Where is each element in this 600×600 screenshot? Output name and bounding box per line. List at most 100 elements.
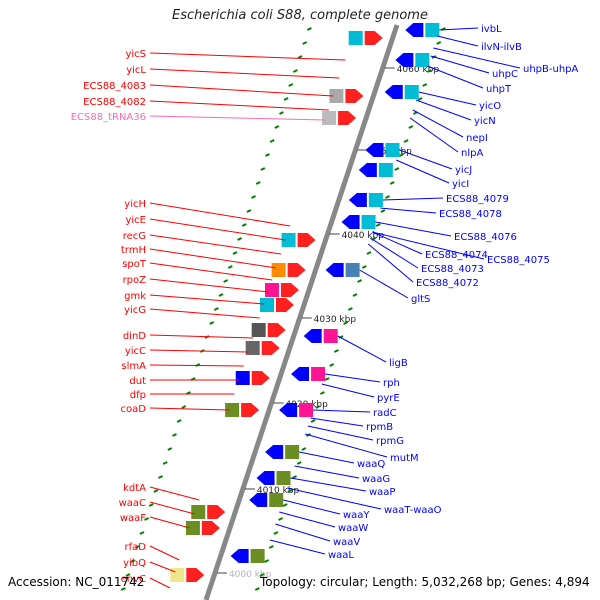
- track-dash: [227, 265, 233, 269]
- gene-arrow-forward: [251, 371, 270, 385]
- gene-arrow-reverse: [303, 329, 322, 343]
- track-dash: [246, 209, 252, 213]
- track-dash: [282, 503, 288, 507]
- gene-label-yics: yicS: [125, 49, 146, 60]
- track-dash: [297, 55, 303, 59]
- track-dash: [260, 167, 266, 171]
- gene-label-trmh: trmH: [121, 245, 146, 256]
- gene-block-forward: [259, 298, 274, 312]
- gene-label-ecs88_4076: ECS88_4076: [454, 232, 517, 243]
- gene-arrow-forward: [186, 568, 205, 582]
- track-dash: [134, 545, 140, 549]
- track-dash: [213, 307, 219, 311]
- track-dash: [162, 461, 168, 465]
- gene-label-yice: yicE: [125, 215, 146, 226]
- gene-label-nepi: nepI: [466, 133, 488, 144]
- gene-label-ecs88_4073: ECS88_4073: [421, 264, 484, 275]
- label-leader-line: [294, 465, 360, 479]
- track-dash: [278, 517, 284, 521]
- track-dash: [139, 531, 145, 535]
- gene-arrow-forward: [267, 323, 286, 337]
- label-leader-line: [149, 349, 249, 353]
- gene-block-forward: [322, 111, 337, 125]
- label-leader-line: [149, 100, 329, 111]
- gene-label-ecs88_trna36: ECS88_tRNA36: [71, 112, 146, 123]
- gene-block-reverse: [415, 53, 430, 67]
- track-dash: [274, 125, 280, 129]
- label-leader-line: [149, 248, 277, 269]
- gene-label-dut: dut: [129, 376, 146, 387]
- gene-block-reverse: [425, 23, 440, 37]
- track-dash: [264, 559, 270, 563]
- gene-label-waag: waaG: [362, 474, 390, 485]
- gene-label-ecs88_4072: ECS88_4072: [416, 278, 479, 289]
- gene-label-radc: radC: [373, 408, 397, 419]
- track-dash: [324, 377, 330, 381]
- gene-label-yicg: yicG: [124, 305, 146, 316]
- label-leader-line: [149, 334, 254, 339]
- gene-label-pyre: pyrE: [377, 393, 400, 404]
- track-dash: [148, 503, 154, 507]
- track-dash: [389, 181, 395, 185]
- track-dash: [268, 545, 274, 549]
- gene-arrow-reverse: [358, 163, 377, 177]
- label-leader-line: [279, 511, 336, 528]
- track-dash: [269, 139, 275, 143]
- track-dash: [333, 349, 339, 353]
- gene-block-reverse: [404, 85, 419, 99]
- gene-label-ecs88_4083: ECS88_4083: [83, 81, 146, 92]
- gene-label-envc: envC: [121, 574, 146, 585]
- gene-arrow-reverse: [249, 493, 268, 507]
- gene-arrow-forward: [241, 403, 260, 417]
- gene-arrow-forward: [261, 341, 280, 355]
- gene-label-glts: gltS: [411, 294, 430, 305]
- label-leader-line: [149, 407, 230, 411]
- label-leader-line: [149, 561, 176, 573]
- label-leader-line: [427, 65, 484, 89]
- gene-block-reverse: [368, 193, 383, 207]
- label-leader-line: [307, 425, 374, 441]
- gene-label-uhpc: uhpC: [492, 69, 518, 80]
- gene-block-reverse: [323, 329, 338, 343]
- track-dash: [417, 97, 423, 101]
- gene-block-reverse: [361, 215, 376, 229]
- gene-block-reverse: [299, 403, 314, 417]
- label-leader-line: [395, 159, 450, 184]
- gene-label-yico: yicO: [479, 101, 501, 112]
- label-leader-line: [399, 149, 453, 170]
- track-dash: [422, 83, 428, 87]
- gene-arrow-reverse: [256, 471, 275, 485]
- track-dash: [283, 97, 289, 101]
- gene-label-waav: waaV: [333, 537, 360, 548]
- track-dash: [375, 223, 381, 227]
- label-leader-line: [149, 115, 326, 121]
- gene-label-dfp: dfp: [130, 390, 146, 401]
- track-dash: [292, 475, 297, 479]
- gene-arrow-reverse: [265, 445, 284, 459]
- gene-label-rpoz: rpoZ: [123, 275, 147, 286]
- track-dash: [310, 419, 316, 423]
- track-dash: [287, 489, 293, 493]
- track-dash: [357, 279, 363, 283]
- gene-block-forward: [264, 283, 279, 297]
- gene-label-uhpt: uhpT: [486, 84, 512, 95]
- gene-arrow-reverse: [384, 85, 403, 99]
- gene-block-forward: [170, 568, 185, 582]
- track-dash: [172, 433, 177, 437]
- label-leader-line: [149, 364, 244, 367]
- track-dash: [265, 153, 270, 157]
- track-dash: [241, 223, 247, 227]
- label-leader-line: [149, 308, 260, 319]
- label-leader-line: [418, 91, 477, 106]
- label-leader-line: [149, 501, 195, 515]
- gene-label-ecs88_4079: ECS88_4079: [446, 194, 509, 205]
- track-dash: [218, 293, 224, 297]
- label-leader-line: [149, 516, 191, 529]
- gene-block-reverse: [385, 143, 400, 157]
- track-dash: [436, 41, 442, 45]
- track-dash: [251, 195, 256, 199]
- track-dash: [426, 69, 432, 73]
- label-leader-line: [149, 84, 334, 97]
- track-dash: [120, 587, 126, 591]
